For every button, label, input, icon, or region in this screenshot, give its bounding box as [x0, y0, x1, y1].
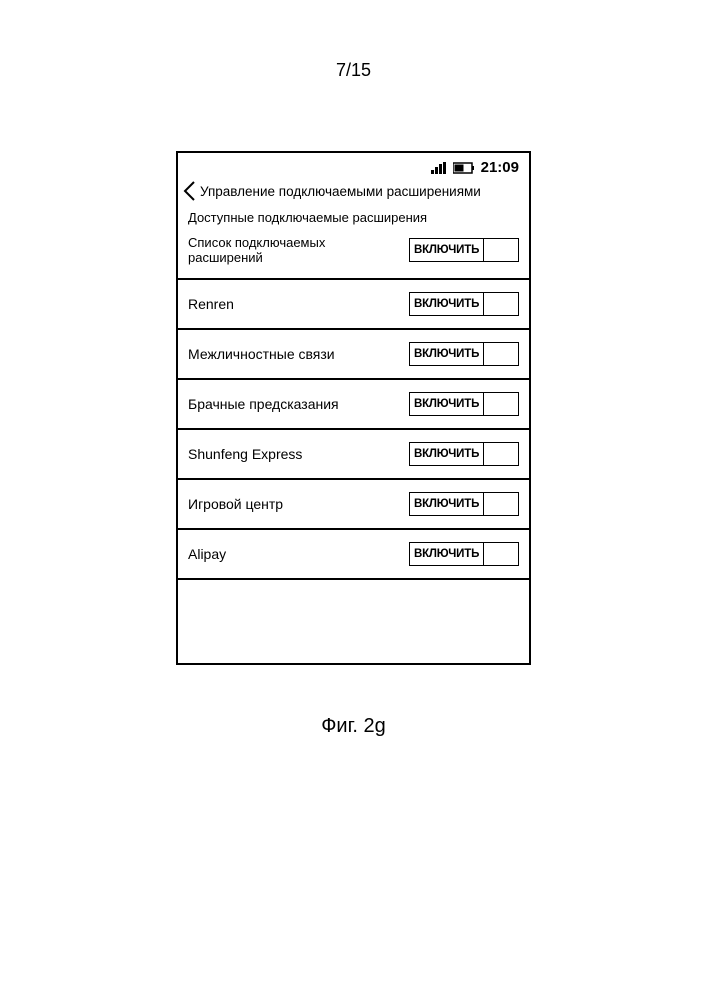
extension-label: Игровой центр — [188, 496, 283, 513]
toggle-off-half — [484, 343, 518, 365]
extension-row: Alipay ВКЛЮЧИТЬ — [178, 528, 529, 578]
toggle-on-label: ВКЛЮЧИТЬ — [410, 239, 484, 261]
extension-label: Межличностные связи — [188, 346, 335, 363]
toggle-on-label: ВКЛЮЧИТЬ — [410, 543, 484, 565]
extension-label: Брачные предсказания — [188, 396, 339, 413]
extension-label: Renren — [188, 296, 234, 313]
toggle-off-half — [484, 493, 518, 515]
toggle-on-label: ВКЛЮЧИТЬ — [410, 443, 484, 465]
enable-toggle[interactable]: ВКЛЮЧИТЬ — [409, 342, 519, 366]
enable-toggle[interactable]: ВКЛЮЧИТЬ — [409, 292, 519, 316]
extension-label: Список подключаемых расширений — [188, 235, 358, 266]
phone-frame: 21:09 Управление подключаемыми расширени… — [176, 151, 531, 665]
enable-toggle[interactable]: ВКЛЮЧИТЬ — [409, 542, 519, 566]
extension-row: Игровой центр ВКЛЮЧИТЬ — [178, 478, 529, 528]
toggle-on-label: ВКЛЮЧИТЬ — [410, 293, 484, 315]
figure-caption: Фиг. 2g — [0, 715, 707, 738]
signal-icon — [431, 162, 447, 174]
toggle-on-label: ВКЛЮЧИТЬ — [410, 493, 484, 515]
status-bar: 21:09 — [178, 153, 529, 178]
toggle-off-half — [484, 393, 518, 415]
header-row: Управление подключаемыми расширениями — [178, 178, 529, 208]
enable-toggle[interactable]: ВКЛЮЧИТЬ — [409, 238, 519, 262]
extension-row: Список подключаемых расширений ВКЛЮЧИТЬ — [178, 228, 529, 278]
back-icon[interactable] — [182, 180, 198, 202]
rows-container: Список подключаемых расширенийВКЛЮЧИТЬRe… — [178, 228, 529, 578]
toggle-off-half — [484, 443, 518, 465]
status-time: 21:09 — [481, 159, 519, 176]
battery-icon — [453, 162, 475, 174]
enable-toggle[interactable]: ВКЛЮЧИТЬ — [409, 442, 519, 466]
page-title: Управление подключаемыми расширениями — [200, 184, 481, 199]
toggle-on-label: ВКЛЮЧИТЬ — [410, 343, 484, 365]
page-number: 7/15 — [0, 0, 707, 81]
toggle-on-label: ВКЛЮЧИТЬ — [410, 393, 484, 415]
extension-label: Shunfeng Express — [188, 446, 302, 463]
extension-row: Межличностные связи ВКЛЮЧИТЬ — [178, 328, 529, 378]
extension-row: Renren ВКЛЮЧИТЬ — [178, 278, 529, 328]
toggle-off-half — [484, 293, 518, 315]
empty-block — [178, 578, 529, 663]
toggle-off-half — [484, 543, 518, 565]
extension-label: Alipay — [188, 546, 226, 563]
enable-toggle[interactable]: ВКЛЮЧИТЬ — [409, 392, 519, 416]
enable-toggle[interactable]: ВКЛЮЧИТЬ — [409, 492, 519, 516]
extension-row: Брачные предсказания ВКЛЮЧИТЬ — [178, 378, 529, 428]
toggle-off-half — [484, 239, 518, 261]
extension-row: Shunfeng Express ВКЛЮЧИТЬ — [178, 428, 529, 478]
section-label: Доступные подключаемые расширения — [178, 208, 529, 228]
